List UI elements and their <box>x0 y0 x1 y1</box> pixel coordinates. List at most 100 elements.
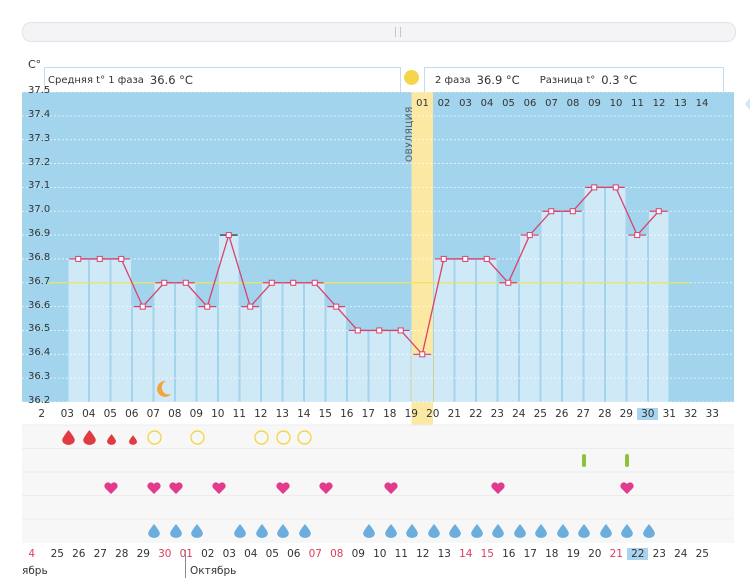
x-day-label[interactable]: 07 <box>146 408 160 420</box>
drop-icon[interactable] <box>621 523 634 538</box>
blood-drop-icon[interactable] <box>83 430 96 445</box>
x-day-label[interactable]: 11 <box>232 408 246 420</box>
calendar-date[interactable]: 14 <box>459 548 473 560</box>
x-day-label[interactable]: 18 <box>383 408 397 420</box>
drop-icon[interactable] <box>191 523 204 538</box>
x-day-label[interactable]: 12 <box>254 408 268 420</box>
circle-icon[interactable] <box>297 430 312 445</box>
drop-icon[interactable] <box>449 523 462 538</box>
heart-icon[interactable] <box>212 479 226 494</box>
circle-icon[interactable] <box>276 430 291 445</box>
x-day-label[interactable]: 24 <box>512 408 526 420</box>
mucus-icon[interactable] <box>625 454 630 467</box>
calendar-date[interactable]: 21 <box>609 548 623 560</box>
blood-drop-icon[interactable] <box>128 430 137 445</box>
x-day-label[interactable]: 15 <box>318 408 332 420</box>
x-day-label[interactable]: 30 <box>637 408 659 420</box>
x-day-label[interactable]: 05 <box>103 408 117 420</box>
blood-drop-icon[interactable] <box>106 430 116 445</box>
x-day-label[interactable]: 32 <box>684 408 698 420</box>
calendar-date[interactable]: 12 <box>416 548 430 560</box>
drop-icon[interactable] <box>513 523 526 538</box>
drop-icon[interactable] <box>556 523 569 538</box>
calendar-date[interactable]: 15 <box>480 548 494 560</box>
calendar-date[interactable]: 29 <box>136 548 150 560</box>
x-day-label[interactable]: 06 <box>125 408 139 420</box>
drop-icon[interactable] <box>578 523 591 538</box>
x-day-label[interactable]: 2 <box>38 408 46 420</box>
heart-icon[interactable] <box>319 479 333 494</box>
calendar-date[interactable]: 30 <box>158 548 172 560</box>
blood-drop-icon[interactable] <box>62 430 75 445</box>
x-day-label[interactable]: 23 <box>490 408 504 420</box>
x-day-label[interactable]: 14 <box>297 408 311 420</box>
x-day-label[interactable]: 20 <box>426 408 440 420</box>
drop-icon[interactable] <box>470 523 483 538</box>
x-day-label[interactable]: 10 <box>211 408 225 420</box>
circle-icon[interactable] <box>254 430 269 445</box>
x-day-label[interactable]: 25 <box>533 408 547 420</box>
calendar-date[interactable]: 07 <box>308 548 322 560</box>
x-day-label[interactable]: 31 <box>662 408 676 420</box>
x-day-label[interactable]: 08 <box>168 408 182 420</box>
x-day-label[interactable]: 19 <box>404 408 418 420</box>
drop-icon[interactable] <box>169 523 182 538</box>
calendar-date[interactable]: 24 <box>674 548 688 560</box>
calendar-date[interactable]: 27 <box>93 548 107 560</box>
calendar-date[interactable]: 18 <box>545 548 559 560</box>
x-day-label[interactable]: 22 <box>469 408 483 420</box>
heart-icon[interactable] <box>276 479 290 494</box>
x-day-label[interactable]: 27 <box>576 408 590 420</box>
calendar-date[interactable]: 22 <box>627 548 649 560</box>
panel-toggle-icon[interactable] <box>745 98 750 110</box>
calendar-date[interactable]: 25 <box>695 548 709 560</box>
heart-icon[interactable] <box>491 479 505 494</box>
calendar-date[interactable]: 02 <box>201 548 215 560</box>
calendar-date[interactable]: 08 <box>330 548 344 560</box>
drop-icon[interactable] <box>492 523 505 538</box>
calendar-date[interactable]: 10 <box>373 548 387 560</box>
calendar-date[interactable]: 25 <box>50 548 64 560</box>
calendar-date[interactable]: 06 <box>287 548 301 560</box>
drop-icon[interactable] <box>255 523 268 538</box>
x-day-label[interactable]: 29 <box>619 408 633 420</box>
calendar-date[interactable]: 01 <box>179 548 193 560</box>
drop-icon[interactable] <box>234 523 247 538</box>
x-day-label[interactable]: 21 <box>447 408 461 420</box>
drop-icon[interactable] <box>535 523 548 538</box>
calendar-date[interactable]: 16 <box>502 548 516 560</box>
grip-icon[interactable] <box>395 27 401 37</box>
scroll-handle-bar[interactable] <box>22 22 736 42</box>
calendar-date[interactable]: 09 <box>351 548 365 560</box>
heart-icon[interactable] <box>147 479 161 494</box>
calendar-date[interactable]: 03 <box>222 548 236 560</box>
calendar-date[interactable]: 13 <box>437 548 451 560</box>
drop-icon[interactable] <box>363 523 376 538</box>
drop-icon[interactable] <box>384 523 397 538</box>
mucus-icon[interactable] <box>582 454 587 467</box>
x-day-label[interactable]: 28 <box>598 408 612 420</box>
heart-icon[interactable] <box>620 479 634 494</box>
calendar-date[interactable]: 17 <box>523 548 537 560</box>
x-day-label[interactable]: 03 <box>60 408 74 420</box>
heart-icon[interactable] <box>384 479 398 494</box>
circle-icon[interactable] <box>147 430 162 445</box>
drop-icon[interactable] <box>148 523 161 538</box>
drop-icon[interactable] <box>298 523 311 538</box>
x-day-label[interactable]: 13 <box>275 408 289 420</box>
heart-icon[interactable] <box>104 479 118 494</box>
calendar-date[interactable]: 20 <box>588 548 602 560</box>
calendar-date[interactable]: 11 <box>394 548 408 560</box>
calendar-date[interactable]: 4 <box>28 548 36 560</box>
calendar-date[interactable]: 05 <box>265 548 279 560</box>
drop-icon[interactable] <box>277 523 290 538</box>
x-day-label[interactable]: 17 <box>361 408 375 420</box>
x-day-label[interactable]: 09 <box>189 408 203 420</box>
drop-icon[interactable] <box>427 523 440 538</box>
x-day-label[interactable]: 16 <box>340 408 354 420</box>
calendar-date[interactable]: 26 <box>72 548 86 560</box>
x-day-label[interactable]: 04 <box>82 408 96 420</box>
x-day-label[interactable]: 33 <box>705 408 719 420</box>
calendar-date[interactable]: 23 <box>652 548 666 560</box>
